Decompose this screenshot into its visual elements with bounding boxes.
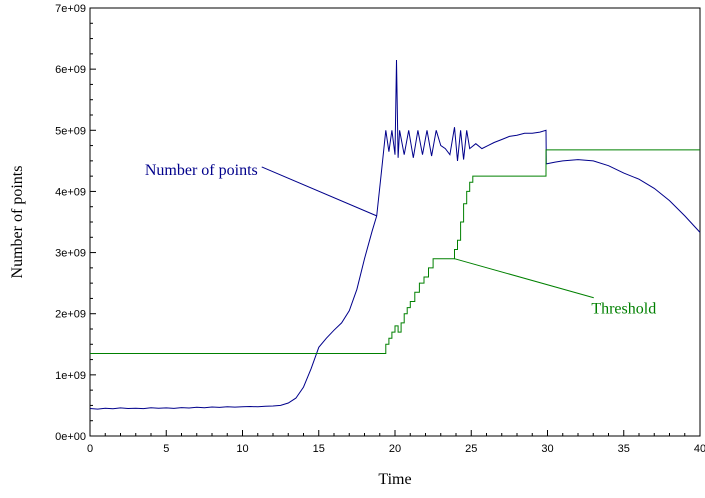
annotation-leader-threshold bbox=[454, 258, 594, 299]
x-tick-label: 5 bbox=[163, 443, 169, 455]
x-axis-ticks: 0 5 10 15 20 25 30 35 40 bbox=[87, 430, 705, 455]
y-tick-label: 1e+09 bbox=[55, 370, 86, 382]
x-tick-label: 20 bbox=[389, 443, 401, 455]
plot-frame bbox=[89, 7, 701, 437]
y-tick-label: 4e+09 bbox=[55, 186, 86, 198]
x-tick-label: 10 bbox=[236, 443, 248, 455]
y-tick-label: 2e+09 bbox=[55, 309, 86, 321]
threshold-series-line bbox=[90, 149, 700, 354]
x-tick-label: 40 bbox=[694, 443, 705, 455]
points-series-line bbox=[89, 59, 701, 410]
y-tick-label: 3e+09 bbox=[55, 248, 86, 260]
x-tick-label: 30 bbox=[541, 443, 553, 455]
y-tick-label: 6e+09 bbox=[55, 64, 86, 76]
x-tick-label: 25 bbox=[465, 443, 477, 455]
annotation-label-points: Number of points bbox=[145, 162, 258, 179]
annotation-leader-points bbox=[261, 166, 377, 217]
y-axis-title: Number of points bbox=[9, 166, 26, 279]
x-tick-label: 15 bbox=[313, 443, 325, 455]
x-tick-label: 0 bbox=[87, 443, 93, 455]
annotation-layer: Number of points Threshold bbox=[145, 162, 656, 318]
series-layer bbox=[89, 59, 701, 410]
x-axis-title: Time bbox=[378, 471, 411, 488]
y-tick-label: 7e+09 bbox=[55, 3, 86, 15]
x-tick-label: 35 bbox=[618, 443, 630, 455]
y-tick-label: 0e+00 bbox=[55, 431, 86, 443]
annotation-label-threshold: Threshold bbox=[591, 301, 656, 318]
y-tick-label: 5e+09 bbox=[55, 125, 86, 137]
y-axis-ticks: 0e+00 1e+09 2e+09 3e+09 4e+09 5e+09 6e+09 7e+09 bbox=[55, 3, 96, 443]
